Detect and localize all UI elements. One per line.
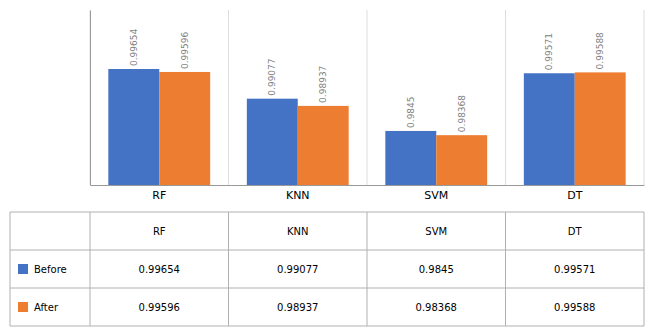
legend-swatch bbox=[18, 302, 28, 312]
table-value: 0.98937 bbox=[277, 302, 318, 313]
bar bbox=[247, 99, 298, 185]
data-label: 0.99596 bbox=[180, 31, 190, 68]
group-dividers bbox=[90, 10, 644, 185]
x-tick: KNN bbox=[286, 185, 310, 202]
table-value: 0.98368 bbox=[416, 302, 457, 313]
bar bbox=[385, 131, 436, 185]
data-label: 0.99588 bbox=[595, 32, 605, 69]
table-header: DT bbox=[568, 226, 583, 237]
table-rule bbox=[10, 326, 644, 327]
x-tick-label: DT bbox=[567, 189, 582, 202]
table-rule bbox=[228, 212, 229, 326]
data-table: RF KNN SVM DT Before 0.99654 0.99077 0.9845 0.99… bbox=[10, 212, 644, 326]
x-axis-line bbox=[91, 185, 645, 186]
x-tick: RF bbox=[152, 185, 166, 202]
table-value: 0.9845 bbox=[419, 264, 454, 275]
data-labels: 0.99654 0.99077 0.9845 0.99571 0.99596 0.9893… bbox=[129, 28, 605, 132]
table-value: 0.99571 bbox=[554, 264, 595, 275]
table-rule bbox=[10, 250, 644, 251]
legend-label: After bbox=[34, 302, 59, 313]
x-tick-label: SVM bbox=[424, 189, 448, 202]
y-axis-line bbox=[90, 11, 91, 186]
table-header: KNN bbox=[287, 226, 309, 237]
table-rule bbox=[10, 212, 644, 213]
bar bbox=[108, 69, 159, 185]
x-tick-label: KNN bbox=[286, 189, 310, 202]
table-value: 0.99077 bbox=[277, 264, 318, 275]
x-tick: SVM bbox=[424, 185, 448, 202]
table-value: 0.99596 bbox=[139, 302, 180, 313]
table-header: SVM bbox=[425, 226, 447, 237]
table-rule bbox=[90, 212, 91, 326]
group-divider bbox=[505, 10, 506, 185]
group-divider bbox=[367, 10, 368, 185]
data-label: 0.9845 bbox=[406, 96, 416, 128]
data-label: 0.98937 bbox=[318, 66, 328, 103]
bars bbox=[108, 69, 625, 185]
table-rule bbox=[644, 212, 645, 326]
data-label: 0.99654 bbox=[129, 28, 139, 65]
legend-swatch bbox=[18, 264, 28, 274]
table-rule bbox=[10, 212, 11, 326]
bar bbox=[298, 106, 349, 185]
group-divider bbox=[228, 10, 229, 185]
table-rule bbox=[10, 288, 644, 289]
group-divider bbox=[644, 10, 645, 185]
data-label: 0.99077 bbox=[267, 58, 277, 95]
bar bbox=[524, 73, 575, 185]
table-value: 0.99588 bbox=[554, 302, 595, 313]
legend-label: Before bbox=[34, 264, 67, 275]
chart: 0.99654 0.99077 0.9845 0.99571 0.99596 0.9893… bbox=[0, 0, 654, 334]
data-label: 0.99571 bbox=[544, 33, 554, 70]
table-rule bbox=[505, 212, 506, 326]
bar bbox=[159, 72, 210, 185]
table-rule bbox=[367, 212, 368, 326]
bar bbox=[575, 72, 626, 185]
x-axis: RF KNN SVM DT bbox=[91, 185, 645, 202]
x-tick: DT bbox=[567, 185, 582, 202]
data-label: 0.98368 bbox=[457, 95, 467, 132]
table-header: RF bbox=[153, 226, 166, 237]
group-divider bbox=[90, 10, 91, 185]
bar bbox=[436, 135, 487, 185]
x-tick-label: RF bbox=[152, 189, 166, 202]
y-axis bbox=[90, 11, 91, 186]
table-value: 0.99654 bbox=[139, 264, 180, 275]
